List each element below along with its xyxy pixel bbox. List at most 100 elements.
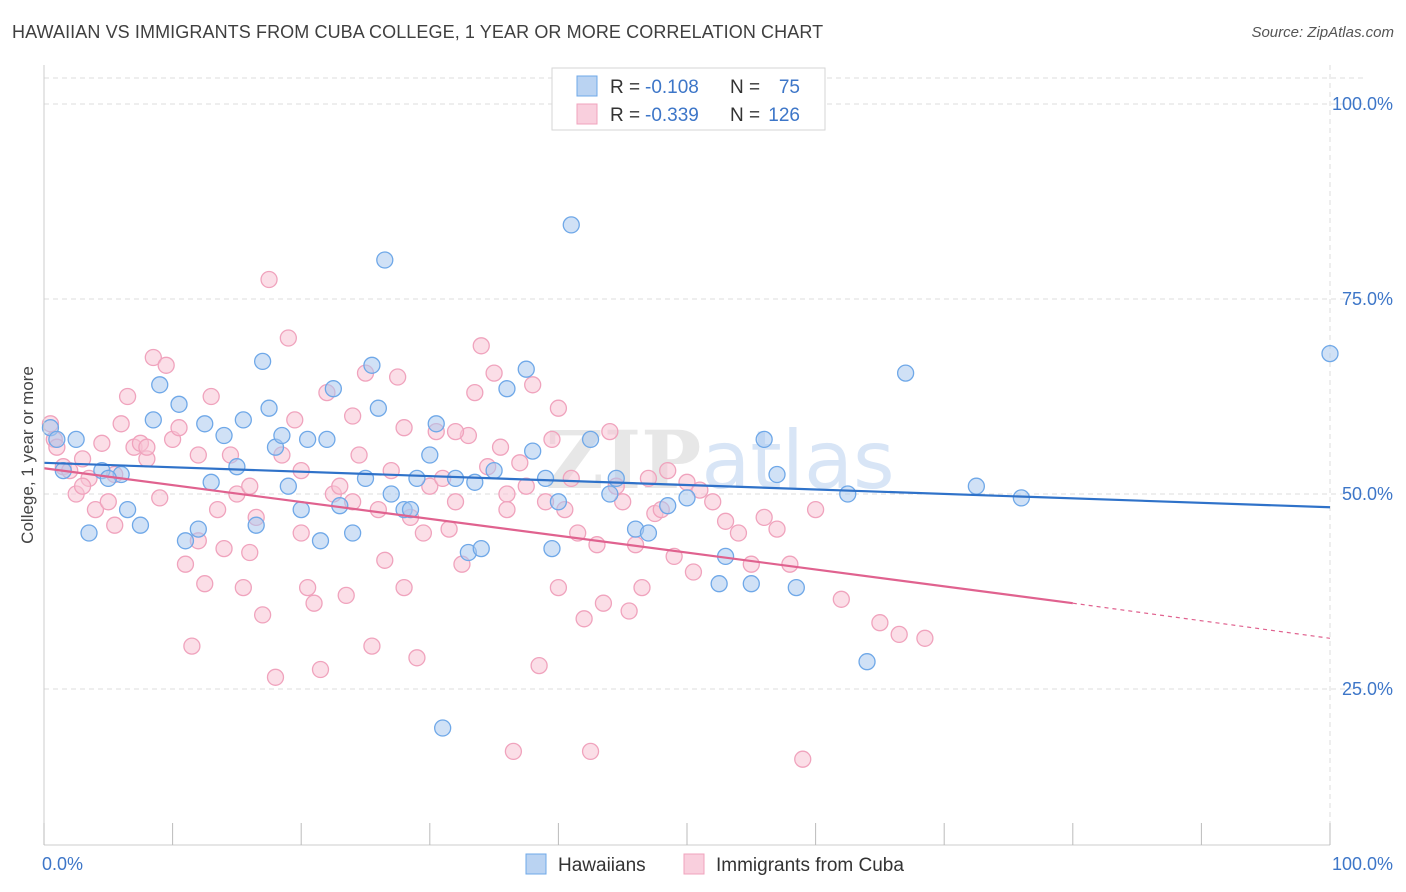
cuba-point [106,516,124,534]
cuba-point [388,368,407,386]
hawaiians-point [742,575,760,593]
cuba-r-label: R = [610,105,640,126]
hawaiians-point [80,524,98,542]
cuba-point [395,419,413,437]
hawaiians-point [228,458,246,476]
cuba-point [286,411,304,429]
cuba-point [446,493,465,511]
hawaiians-point [446,469,465,488]
y-tick-label: 50.0% [1342,484,1393,504]
cuba-point [266,668,285,686]
chart-source: Source: ZipAtlas.com [1251,24,1394,41]
hawaiians-point [260,399,278,417]
cuba-point [704,493,722,511]
cuba-point [93,434,111,452]
cuba-point [118,387,137,406]
cuba-point [530,656,548,675]
hawaiians-point [768,465,786,484]
cuba-point [241,477,259,495]
hawaiians-point [279,477,297,495]
cuba-point [292,524,310,542]
hawaiians-stats-swatch [576,75,598,97]
y-tick-label: 100.0% [1332,94,1393,114]
cuba-point [491,438,510,456]
hawaiians-point [427,415,445,433]
cuba-point [260,270,278,289]
cuba-point [684,563,703,581]
hawaiians-point [1321,344,1339,363]
cuba-n-value: 126 [768,105,800,126]
cuba-point [511,454,529,472]
hawaiians-point [376,251,394,269]
hawaiians-point [485,461,503,480]
cuba-point [639,469,658,488]
hawaiians-point [253,352,272,371]
cuba-point [170,419,188,437]
hawaiians-r-value: -0.108 [645,77,699,98]
hawaiians-point [434,719,452,737]
cuba-legend-swatch [683,853,705,875]
cuba-point [832,590,850,608]
cuba-point [504,742,523,761]
hawaiians-point [755,430,773,449]
cuba-point [549,578,568,597]
y-axis-label: College, 1 year or more [18,366,37,544]
hawaiians-point [498,380,516,398]
cuba-point [176,555,195,573]
hawaiians-point [710,575,728,593]
hawaiians-point [839,485,857,503]
hawaiians-point [562,216,580,234]
hawaiians-legend-swatch [525,853,547,875]
cuba-trend-extension [1072,602,1331,639]
hawaiians-point [517,360,535,378]
hawaiians-point [787,578,805,597]
hawaiians-point [543,539,561,558]
hawaiians-trend-line [43,461,1331,509]
cuba-point [298,578,317,597]
watermark: ZIPatlas [545,413,894,507]
cuba-point [144,348,162,367]
hawaiians-point [131,516,150,534]
hawaiians-point [343,524,362,542]
hawaiians-point [524,442,542,460]
hawaiians-point [382,485,400,503]
cuba-point [575,610,593,628]
cuba-point [157,356,175,374]
cuba-point [395,578,413,597]
series-legend: Hawaiians Immigrants from Cuba [525,853,904,876]
cuba-point [331,477,349,495]
cuba-point [446,422,465,441]
hawaiians-point [369,399,388,417]
cuba-point [768,520,786,538]
cuba-point [99,493,117,511]
cuba-point [517,477,535,495]
hawaiians-point [118,500,137,519]
cuba-point [151,489,169,507]
cuba-point [916,629,934,647]
cuba-point [138,438,156,456]
hawaiians-n-value: 75 [779,77,800,98]
cuba-point [382,461,400,480]
hawaiians-point [896,364,915,382]
cuba-point [781,555,799,573]
hawaiians-point [363,356,381,374]
cuba-legend-label: Immigrants from Cuba [716,855,904,876]
hawaiians-point [273,426,291,445]
hawaiians-point [659,497,677,515]
cuba-point [871,614,889,632]
hawaiians-point [170,395,188,413]
hawaiians-point [639,524,658,542]
hawaiians-point [292,500,310,519]
hawaiians-point [189,520,207,538]
cuba-point [73,477,92,495]
cuba-point [350,446,368,464]
hawaiians-point [202,473,220,491]
cuba-point [594,594,613,612]
cuba-point [659,461,677,480]
hawaiians-point [601,485,619,503]
hawaiians-point [234,411,252,429]
cuba-point [716,512,735,530]
stats-legend: R = -0.108 N = 75 R = -0.339 N = 126 [551,67,826,131]
hawaiians-point [581,430,600,449]
